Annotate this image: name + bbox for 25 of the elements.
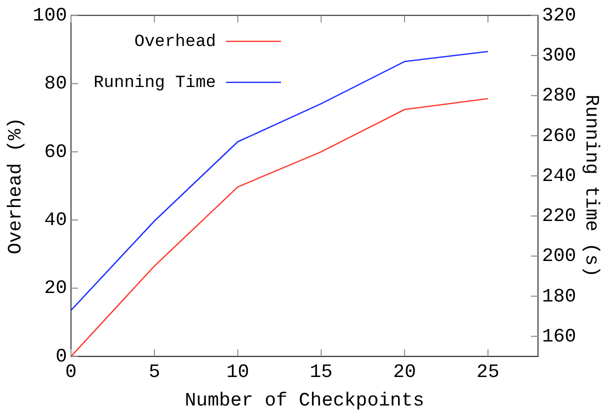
y-tick-label: 0: [56, 345, 68, 368]
y2-tick-label: 200: [542, 245, 576, 268]
y2-tick-label: 300: [542, 44, 576, 67]
y-tick-label: 80: [44, 72, 68, 95]
y2-tick-label: 160: [542, 325, 576, 348]
y-tick-label: 20: [44, 277, 68, 300]
y-axis-title: Overhead (%): [4, 117, 26, 254]
y2-tick-label: 180: [542, 285, 576, 308]
y2-tick-label: 240: [542, 164, 576, 187]
x-tick-label: 10: [226, 360, 250, 383]
legend-label: Overhead: [134, 32, 216, 52]
y-tick-label: 60: [44, 140, 68, 163]
x-axis-title: Number of Checkpoints: [184, 390, 424, 412]
x-tick-label: 20: [393, 360, 416, 383]
y2-tick-label: 320: [542, 4, 576, 26]
y2-tick-label: 220: [542, 205, 576, 228]
x-tick-label: 5: [148, 360, 160, 383]
y2-axis-title: Running time (s): [580, 94, 603, 278]
y-tick-label: 100: [32, 4, 68, 26]
legend-label: Running Time: [94, 74, 216, 93]
y2-tick-label: 280: [542, 84, 576, 107]
y2-tick-label: 260: [542, 124, 576, 147]
x-tick-label: 15: [310, 360, 333, 383]
y-tick-label: 40: [44, 209, 68, 232]
x-tick-label: 25: [476, 360, 500, 383]
